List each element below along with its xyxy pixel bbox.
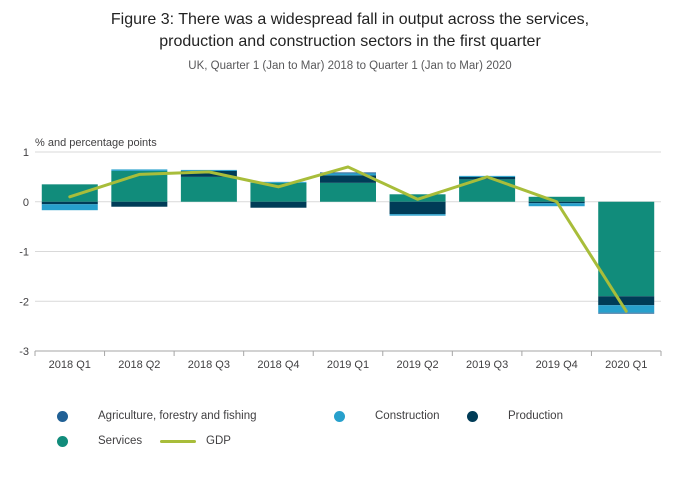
y-axis-unit-label: % and percentage points [35, 137, 157, 149]
legend-item-construction: Construction [334, 408, 440, 424]
bar-segment-services [528, 196, 585, 202]
legend-item-production: Production [467, 408, 563, 424]
services-marker-icon [57, 435, 68, 447]
legend-label-construction: Construction [375, 410, 440, 422]
bar-segment-production [180, 170, 237, 177]
legend-label-gdp: GDP [206, 435, 231, 447]
x-tick-label: 2019 Q1 [327, 359, 369, 371]
gdp-line-layer [68, 165, 628, 313]
bar-segment-production [250, 201, 307, 208]
bar-segment-services [459, 179, 516, 202]
bar-segment-agriculture [598, 312, 655, 314]
figure-subtitle: UK, Quarter 1 (Jan to Mar) 2018 to Quart… [188, 60, 512, 72]
bar-segment-production [41, 201, 98, 205]
x-tick-label: 2018 Q4 [257, 359, 299, 371]
bars-layer [41, 169, 655, 314]
bar-segment-production [320, 175, 376, 183]
production-marker-icon [467, 410, 478, 422]
x-tick-label: 2019 Q3 [466, 359, 508, 371]
gdp-line [68, 165, 628, 313]
figure-title-line2: production and construction sectors in t… [159, 33, 541, 50]
y-tick-label: -1 [19, 247, 29, 259]
chart-legend: Agriculture, forestry and fishing Constr… [0, 408, 700, 468]
x-tick-label: 2018 Q2 [118, 359, 160, 371]
x-tick-label: 2018 Q3 [188, 359, 230, 371]
bar-segment-production [598, 296, 655, 306]
x-tick-label: 2019 Q2 [396, 359, 438, 371]
contributions-to-gdp-chart: % and percentage points 1 0 -1 -2 -3 2018 Q1 2… [19, 137, 662, 371]
legend-item-services: Services [57, 433, 142, 449]
bar-segment-construction [320, 173, 376, 176]
y-tick-label: -3 [19, 346, 29, 358]
figure-title: Figure 3: There was a widespread fall in… [0, 9, 700, 53]
bar-segment-services [320, 182, 376, 202]
legend-item-agriculture: Agriculture, forestry and fishing [57, 408, 257, 424]
legend-label-services: Services [98, 435, 143, 447]
bar-segment-services [180, 176, 237, 202]
bar-segment-production [111, 201, 168, 207]
bar-segment-services [250, 182, 307, 202]
gdp-line-marker-icon [160, 439, 196, 443]
construction-marker-icon [334, 410, 345, 422]
bar-segment-construction [41, 204, 98, 211]
agriculture-marker-icon [57, 410, 68, 422]
bar-segment-agriculture [320, 172, 376, 174]
figure-title-line1: Figure 3: There was a widespread fall in… [110, 11, 590, 28]
bar-segment-services [111, 170, 168, 202]
y-tick-label: 0 [23, 197, 29, 209]
axis-labels-layer: 1 0 -1 -2 -3 2018 Q1 2018 Q2 2018 Q3 2018 Q4 2019… [19, 147, 647, 371]
legend-item-gdp: GDP [160, 433, 231, 449]
legend-label-production: Production [508, 410, 563, 422]
y-tick-label: 1 [23, 147, 29, 159]
bar-segment-construction [528, 203, 585, 207]
x-tick-label: 2018 Q1 [49, 359, 91, 371]
x-tick-label: 2020 Q1 [605, 359, 647, 371]
bar-segment-construction [111, 169, 168, 171]
bar-segment-services [41, 184, 98, 202]
legend-label-agriculture: Agriculture, forestry and fishing [98, 410, 257, 422]
y-tick-label: -2 [19, 296, 29, 308]
x-tick-label: 2019 Q4 [536, 359, 578, 371]
bar-segment-construction [250, 181, 307, 183]
bar-segment-production [389, 201, 446, 215]
bar-segment-construction [389, 214, 446, 216]
